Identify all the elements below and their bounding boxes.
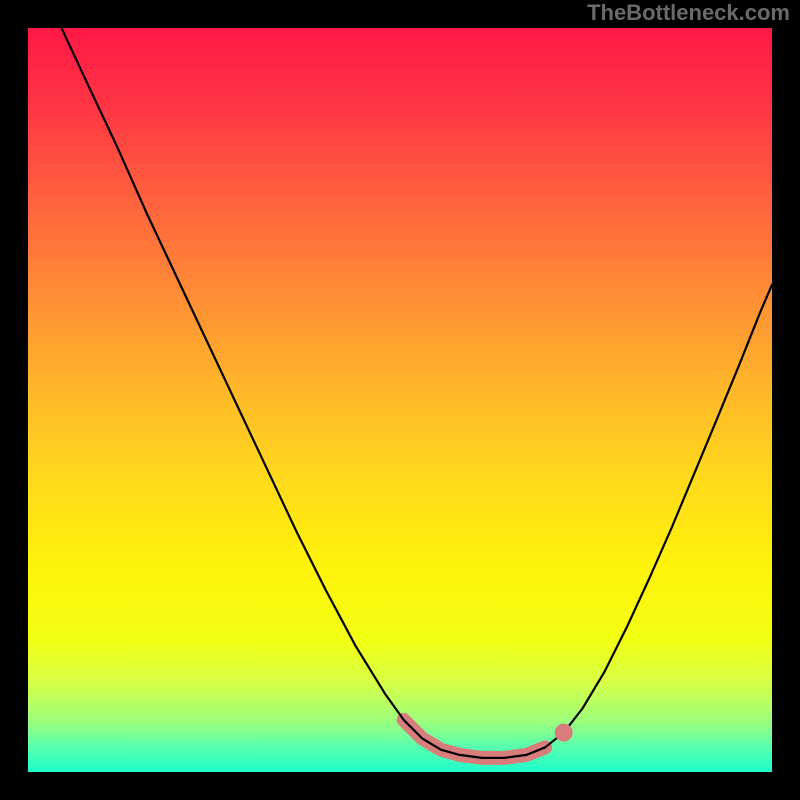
- chart-frame: [772, 0, 800, 800]
- marker-dot: [555, 724, 573, 742]
- watermark: TheBottleneck.com: [587, 0, 790, 25]
- chart-frame: [0, 772, 800, 800]
- heatmap-background: [28, 28, 772, 772]
- chart-frame: [0, 0, 28, 800]
- bottleneck-chart: TheBottleneck.com: [0, 0, 800, 800]
